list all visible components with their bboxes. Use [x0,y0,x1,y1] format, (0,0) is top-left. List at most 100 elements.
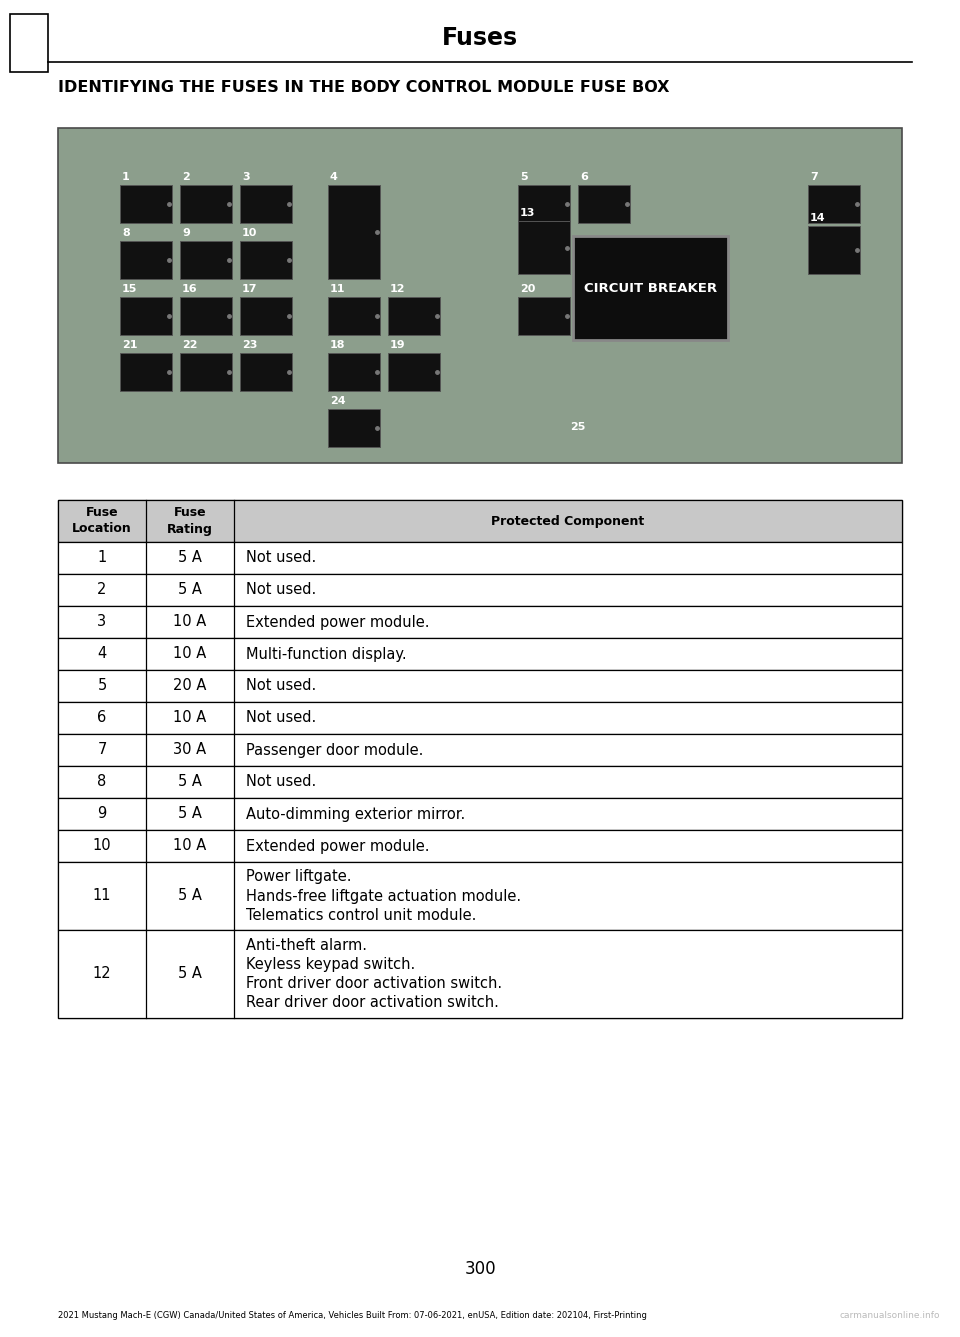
Text: 9: 9 [97,806,107,821]
Text: 5 A: 5 A [178,551,202,566]
Text: Not used.: Not used. [246,774,316,790]
Text: Not used.: Not used. [246,551,316,566]
Bar [58,670,902,702]
Text: 3: 3 [242,172,250,182]
Text: 19: 19 [390,340,406,350]
Text: 15: 15 [122,283,137,294]
Text: 17: 17 [242,283,257,294]
Text: 5 A: 5 A [178,967,202,981]
Text: 22: 22 [182,340,198,350]
Text: 1: 1 [97,551,107,566]
Text: 16: 16 [182,283,198,294]
Bar [808,185,860,223]
Bar [808,226,860,274]
Bar [58,541,902,574]
Bar [240,297,292,336]
Bar [58,500,902,541]
Bar [180,241,232,279]
Bar [58,766,902,798]
Text: 7: 7 [97,742,107,758]
Bar [58,931,902,1017]
Text: 2021 Mustang Mach-E (CGW) Canada/United States of America, Vehicles Built From: : 2021 Mustang Mach-E (CGW) Canada/United … [58,1310,647,1320]
Bar [518,185,570,223]
Bar [518,297,570,336]
Text: Not used.: Not used. [246,678,316,694]
Bar [120,297,172,336]
Text: 6: 6 [97,710,107,726]
Text: Fuse
Rating: Fuse Rating [167,507,213,536]
Bar [58,702,902,734]
Text: 1: 1 [122,172,130,182]
Bar [120,241,172,279]
Bar [58,500,902,1017]
Text: 10 A: 10 A [174,710,206,726]
Text: Multi-function display.: Multi-function display. [246,647,407,662]
Text: 7: 7 [810,172,818,182]
Text: 3: 3 [97,615,107,630]
Text: Extended power module.: Extended power module. [246,838,429,853]
Text: 300: 300 [465,1259,495,1278]
Text: 5: 5 [97,678,107,694]
Text: 25: 25 [570,422,586,432]
Text: 13: 13 [520,209,536,218]
Text: 12: 12 [390,283,405,294]
Text: 20: 20 [520,283,536,294]
Bar [518,221,570,274]
Bar [120,353,172,390]
Bar [240,185,292,223]
Text: 5 A: 5 A [178,806,202,821]
Bar [58,638,902,670]
Text: 8: 8 [97,774,107,790]
Bar [328,185,380,279]
Text: 11: 11 [330,283,346,294]
Bar [240,353,292,390]
Text: Protected Component: Protected Component [492,515,644,528]
Text: 4: 4 [97,647,107,662]
Text: 10: 10 [93,838,111,853]
Bar [58,734,902,766]
Bar [578,185,630,223]
Text: 21: 21 [122,340,137,350]
Bar [180,297,232,336]
Bar [388,353,440,390]
Bar [58,606,902,638]
Bar [328,297,380,336]
Text: 24: 24 [330,396,346,406]
Text: Not used.: Not used. [246,710,316,726]
Text: 5 A: 5 A [178,774,202,790]
Text: Power liftgate.: Power liftgate. [246,869,351,885]
Text: 4: 4 [330,172,338,182]
Text: Anti-theft alarm.: Anti-theft alarm. [246,939,367,953]
Text: carmanualsonline.info: carmanualsonline.info [839,1310,940,1320]
Text: 2: 2 [97,583,107,598]
Bar [240,241,292,279]
Text: 6: 6 [580,172,588,182]
Bar [10,13,48,72]
Bar [328,353,380,390]
Text: 20 A: 20 A [174,678,206,694]
Bar [58,574,902,606]
Text: Keyless keypad switch.: Keyless keypad switch. [246,957,416,972]
Text: 18: 18 [330,340,346,350]
Text: 2: 2 [182,172,190,182]
Text: 5: 5 [520,172,528,182]
Text: Fuses: Fuses [442,25,518,49]
Text: 5 A: 5 A [178,889,202,904]
Text: Auto-dimming exterior mirror.: Auto-dimming exterior mirror. [246,806,466,821]
Text: 10 A: 10 A [174,647,206,662]
Text: 30 A: 30 A [174,742,206,758]
Text: 14: 14 [810,213,826,223]
Text: 12: 12 [93,967,111,981]
Text: 10 A: 10 A [174,838,206,853]
Bar [58,798,902,830]
Text: Extended power module.: Extended power module. [246,615,429,630]
Text: Hands-free liftgate actuation module.: Hands-free liftgate actuation module. [246,889,521,904]
Bar [58,862,902,931]
Text: Not used.: Not used. [246,583,316,598]
Bar [58,128,902,463]
Text: Fuse
Location: Fuse Location [72,507,132,536]
Bar [573,237,728,340]
Bar [180,353,232,390]
Text: 11: 11 [93,889,111,904]
Text: 5 A: 5 A [178,583,202,598]
